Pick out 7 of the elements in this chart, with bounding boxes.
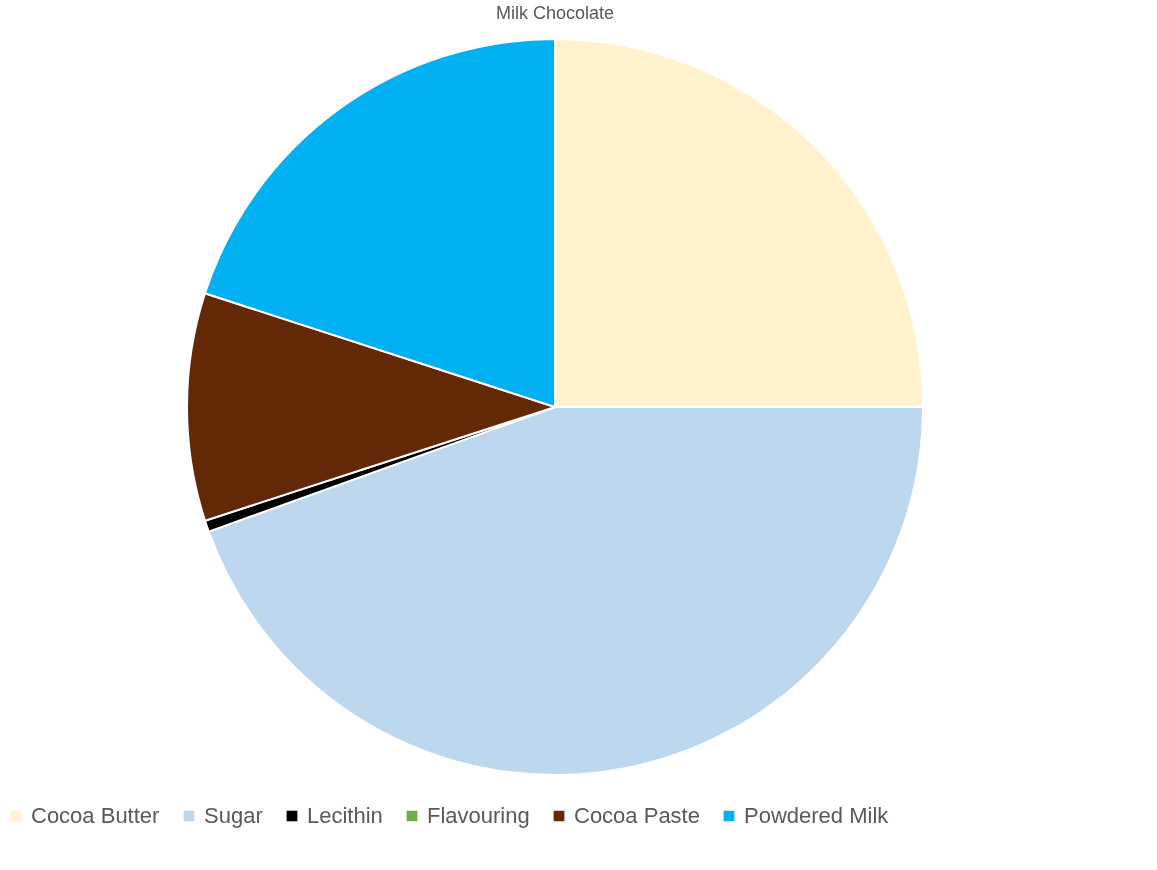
legend-label: Lecithin <box>307 803 383 828</box>
legend-label: Powdered Milk <box>744 803 890 828</box>
legend-label: Flavouring <box>427 803 530 828</box>
chart-title: Milk Chocolate <box>495 3 615 23</box>
legend-label: Sugar <box>204 803 263 828</box>
legend-label: Cocoa Butter <box>31 803 160 828</box>
legend-label: Cocoa Paste <box>574 803 700 828</box>
